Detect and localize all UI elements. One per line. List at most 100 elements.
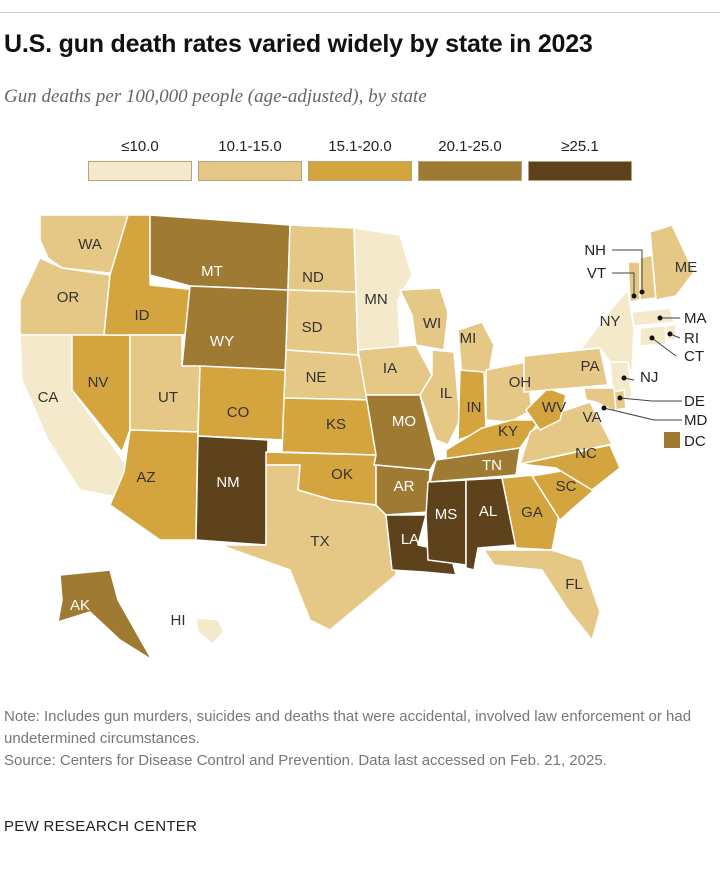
legend-label: 15.1-20.0 [328, 138, 392, 155]
state-wy [181, 285, 289, 371]
state-label-ks: KS [326, 416, 346, 433]
us-state-map: WA OR CA NV ID MT WY UT CO AZ NM ND SD NE KS OK TX MN IA MO… [19, 214, 707, 661]
callout-label-ri: RI [684, 330, 699, 347]
state-label-in: IN [467, 399, 482, 416]
state-label-nm: NM [216, 474, 239, 491]
state-label-sc: SC [556, 478, 577, 495]
state-label-me: ME [675, 259, 698, 276]
state-label-ms: MS [435, 506, 458, 523]
state-label-nc: NC [575, 445, 597, 462]
legend-swatch [198, 161, 302, 181]
state-il [419, 349, 461, 446]
legend-swatch [88, 161, 192, 181]
leader-dot-ri [667, 331, 673, 337]
legend-swatch [308, 161, 412, 181]
state-label-pa: PA [581, 358, 600, 375]
leader-line-md [603, 407, 682, 421]
state-labels: WA OR CA NV ID MT WY UT CO AZ NM ND SD NE KS OK TX MN IA MO… [38, 236, 698, 629]
state-label-ok: OK [331, 466, 353, 483]
state-label-il: IL [440, 385, 453, 402]
state-label-nv: NV [88, 374, 109, 391]
state-label-mn: MN [364, 291, 387, 308]
legend-item-4: 20.1-25.0 [418, 138, 522, 181]
state-label-ia: IA [383, 360, 397, 377]
state-label-tx: TX [310, 533, 329, 550]
leader-dot-nh [639, 289, 645, 295]
state-fl [483, 549, 601, 641]
legend-item-5: ≥25.1 [528, 138, 632, 181]
state-label-co: CO [227, 404, 250, 421]
legend: ≤10.0 10.1-15.0 15.1-20.0 20.1-25.0 ≥25.… [88, 138, 633, 182]
state-wi [399, 287, 449, 351]
state-label-wy: WY [210, 333, 234, 350]
legend-item-2: 10.1-15.0 [198, 138, 302, 181]
legend-item-1: ≤10.0 [88, 138, 192, 181]
state-tn [429, 447, 521, 483]
state-ms [425, 479, 467, 566]
state-label-az: AZ [136, 469, 155, 486]
leader-line-de [619, 397, 682, 402]
state-label-oh: OH [509, 374, 532, 391]
legend-label: 20.1-25.0 [438, 138, 502, 155]
leader-line-nh [612, 249, 643, 292]
callout-label-de: DE [684, 393, 705, 410]
state-label-hi: HI [171, 612, 186, 629]
chart-note: Note: Includes gun murders, suicides and… [4, 706, 714, 772]
leader-line-vt [612, 272, 635, 296]
state-label-va: VA [583, 409, 602, 426]
state-ar [375, 464, 431, 516]
state-shapes [19, 214, 695, 661]
source-text: Source: Centers for Disease Control and … [4, 752, 607, 769]
leader-dot-vt [631, 293, 637, 299]
legend-swatch [528, 161, 632, 181]
chart-title: U.S. gun death rates varied widely by st… [4, 30, 593, 58]
brand-name: PEW RESEARCH CENTER [4, 818, 198, 835]
state-tx [219, 464, 397, 631]
state-label-sd: SD [302, 319, 323, 336]
state-label-ne: NE [306, 369, 327, 386]
state-label-mt: MT [201, 263, 223, 280]
state-me [649, 224, 695, 301]
dc-swatch [664, 432, 680, 448]
state-label-ny: NY [600, 313, 621, 330]
state-label-mo: MO [392, 413, 416, 430]
state-ny [523, 289, 635, 371]
chart-subtitle: Gun deaths per 100,000 people (age-adjus… [4, 86, 427, 107]
callout-label-ct: CT [684, 348, 704, 365]
legend-swatch [418, 161, 522, 181]
state-ma [631, 307, 675, 327]
state-label-al: AL [479, 503, 497, 520]
state-label-wi: WI [423, 315, 441, 332]
callout-label-ma: MA [684, 310, 707, 327]
legend-label: 10.1-15.0 [218, 138, 282, 155]
legend-item-3: 15.1-20.0 [308, 138, 412, 181]
state-hi [195, 617, 225, 645]
state-label-ut: UT [158, 389, 178, 406]
leader-dot-ct [649, 335, 655, 341]
leader-dot-md [601, 405, 607, 411]
state-label-ar: AR [394, 478, 415, 495]
state-label-wv: WV [542, 399, 566, 416]
state-wv [525, 387, 567, 431]
state-label-wa: WA [78, 236, 102, 253]
state-ak [57, 569, 153, 661]
state-label-ga: GA [521, 504, 543, 521]
state-az [109, 429, 199, 541]
leader-dot-nj [621, 375, 627, 381]
leader-dot-de [617, 395, 623, 401]
legend-label: ≤10.0 [121, 138, 159, 155]
note-text: Note: Includes gun murders, suicides and… [4, 708, 692, 747]
state-label-or: OR [57, 289, 80, 306]
callout-label-nh: NH [584, 242, 606, 259]
callout-leaders [601, 249, 682, 421]
top-rule [0, 12, 720, 13]
callout-label-nj: NJ [640, 369, 658, 386]
callout-label-dc: DC [684, 433, 706, 450]
callout-label-md: MD [684, 412, 707, 429]
state-label-ky: KY [498, 423, 518, 440]
state-label-ak: AK [70, 597, 90, 614]
state-label-la: LA [401, 531, 419, 548]
state-label-ca: CA [38, 389, 59, 406]
state-label-nd: ND [302, 269, 324, 286]
